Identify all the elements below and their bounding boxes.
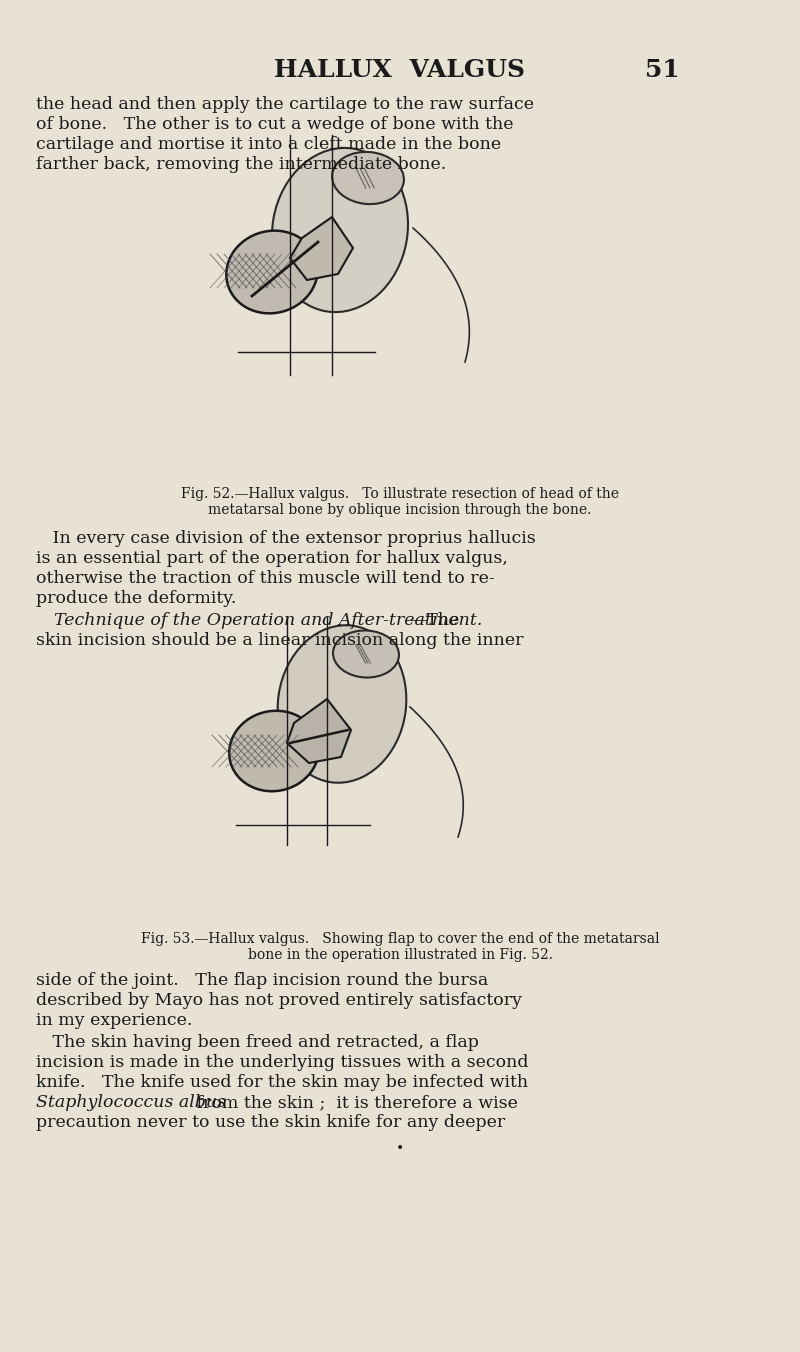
Text: incision is made in the underlying tissues with a second: incision is made in the underlying tissu…	[36, 1055, 529, 1071]
Ellipse shape	[278, 625, 406, 783]
Text: Staphylococcus albus: Staphylococcus albus	[36, 1094, 226, 1111]
Polygon shape	[287, 699, 351, 763]
Text: in my experience.: in my experience.	[36, 1013, 192, 1029]
Text: metatarsal bone by oblique incision through the bone.: metatarsal bone by oblique incision thro…	[208, 503, 592, 516]
Text: —The: —The	[409, 612, 459, 629]
Text: knife.   The knife used for the skin may be infected with: knife. The knife used for the skin may b…	[36, 1073, 528, 1091]
Text: is an essential part of the operation for hallux valgus,: is an essential part of the operation fo…	[36, 550, 508, 566]
Text: The skin having been freed and retracted, a flap: The skin having been freed and retracted…	[36, 1034, 479, 1051]
Text: Fig. 52.—Hallux valgus.   To illustrate resection of head of the: Fig. 52.—Hallux valgus. To illustrate re…	[181, 487, 619, 502]
Ellipse shape	[272, 147, 408, 312]
Text: HALLUX  VALGUS: HALLUX VALGUS	[274, 58, 526, 82]
Text: farther back, removing the intermediate bone.: farther back, removing the intermediate …	[36, 155, 446, 173]
Text: Fig. 53.—Hallux valgus.   Showing flap to cover the end of the metatarsal: Fig. 53.—Hallux valgus. Showing flap to …	[141, 932, 659, 946]
Text: •: •	[396, 1142, 404, 1156]
Text: otherwise the traction of this muscle will tend to re-: otherwise the traction of this muscle wi…	[36, 571, 494, 587]
Text: of bone.   The other is to cut a wedge of bone with the: of bone. The other is to cut a wedge of …	[36, 116, 514, 132]
Ellipse shape	[226, 231, 318, 314]
Text: 51: 51	[645, 58, 680, 82]
Text: Technique of the Operation and After-treatment.: Technique of the Operation and After-tre…	[54, 612, 482, 629]
Text: the head and then apply the cartilage to the raw surface: the head and then apply the cartilage to…	[36, 96, 534, 114]
Ellipse shape	[230, 711, 318, 791]
Text: described by Mayo has not proved entirely satisfactory: described by Mayo has not proved entirel…	[36, 992, 522, 1009]
Text: side of the joint.   The flap incision round the bursa: side of the joint. The flap incision rou…	[36, 972, 488, 990]
Text: cartilage and mortise it into a cleft made in the bone: cartilage and mortise it into a cleft ma…	[36, 137, 501, 153]
Polygon shape	[290, 218, 353, 280]
Text: In every case division of the extensor proprius hallucis: In every case division of the extensor p…	[36, 530, 536, 548]
Text: precaution never to use the skin knife for any deeper: precaution never to use the skin knife f…	[36, 1114, 506, 1132]
Text: bone in the operation illustrated in Fig. 52.: bone in the operation illustrated in Fig…	[247, 948, 553, 963]
Text: produce the deformity.: produce the deformity.	[36, 589, 236, 607]
Ellipse shape	[332, 151, 404, 204]
Text: from the skin ;  it is therefore a wise: from the skin ; it is therefore a wise	[191, 1094, 518, 1111]
Text: skin incision should be a linear incision along the inner: skin incision should be a linear incisio…	[36, 631, 523, 649]
Ellipse shape	[333, 630, 399, 677]
